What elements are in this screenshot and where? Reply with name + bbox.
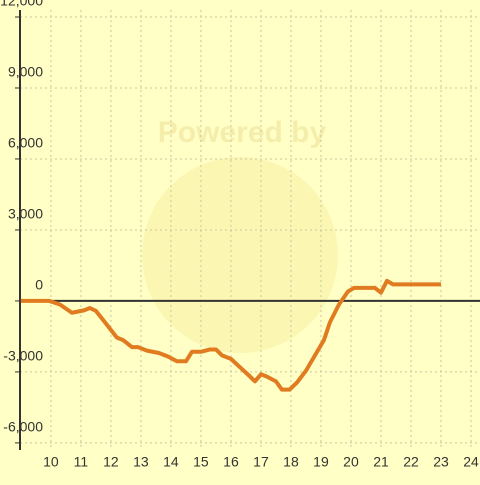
y-tick-label: 6,000 — [8, 135, 43, 151]
x-tick-label: 15 — [193, 454, 209, 470]
y-tick-label: -3,000 — [3, 348, 43, 364]
y-tick-label: 9,000 — [8, 64, 43, 80]
x-tick-label: 19 — [313, 454, 329, 470]
y-tick-label: 12,000 — [0, 0, 43, 9]
x-tick-label: 20 — [343, 454, 359, 470]
y-tick-label: 3,000 — [8, 206, 43, 222]
x-tick-label: 16 — [223, 454, 239, 470]
y-tick-label: -6,000 — [3, 419, 43, 435]
x-tick-label: 11 — [74, 454, 89, 470]
x-tick-label: 21 — [373, 454, 389, 470]
x-tick-label: 13 — [133, 454, 149, 470]
x-tick-label: 24 — [463, 454, 479, 470]
watermark: Powered by — [158, 116, 327, 149]
x-tick-label: 14 — [163, 454, 179, 470]
x-tick-label: 12 — [103, 454, 119, 470]
x-tick-label: 10 — [43, 454, 59, 470]
watermark-logo — [142, 157, 338, 353]
x-tick-label: 17 — [253, 454, 269, 470]
x-tick-label: 23 — [433, 454, 449, 470]
y-tick-label: 0 — [35, 277, 43, 293]
line-series — [20, 278, 441, 392]
x-tick-label: 22 — [403, 454, 419, 470]
x-tick-label: 18 — [283, 454, 299, 470]
